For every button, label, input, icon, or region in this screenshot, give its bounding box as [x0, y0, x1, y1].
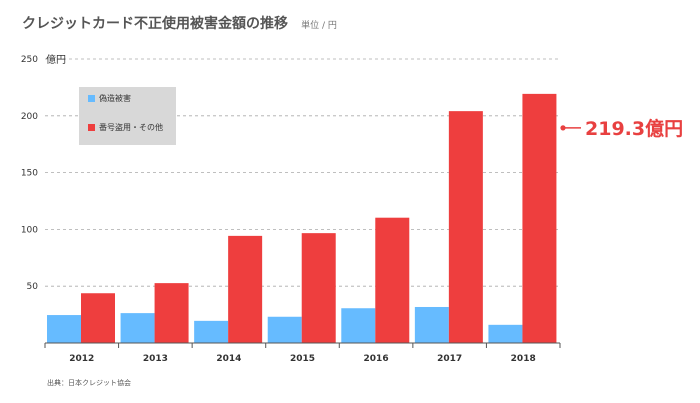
bar-forgery-2018 — [488, 324, 523, 343]
legend-label: 番号盗用・その他 — [99, 122, 163, 132]
bar-number-theft-2013 — [154, 283, 189, 343]
legend-swatch — [88, 124, 95, 131]
callout-dot — [560, 125, 566, 131]
bar-number-theft-2017 — [448, 111, 483, 344]
x-tick-label: 2017 — [437, 354, 462, 364]
chart-header: クレジットカード不正使用被害金額の推移 単位 / 円 — [22, 13, 337, 33]
chart-title: クレジットカード不正使用被害金額の推移 — [22, 16, 288, 32]
bar-forgery-2014 — [194, 320, 229, 343]
y-tick-label: 200 — [21, 112, 38, 122]
bar-forgery-2017 — [414, 306, 449, 343]
x-tick-label: 2014 — [216, 354, 241, 364]
bars — [47, 93, 557, 344]
x-tick-label: 2016 — [364, 354, 389, 364]
legend-box — [79, 87, 176, 145]
bar-forgery-2015 — [267, 316, 302, 343]
x-tick-label: 2012 — [69, 354, 94, 364]
bar-number-theft-2016 — [375, 217, 410, 343]
bar-forgery-2016 — [341, 308, 376, 343]
y-tick-label: 100 — [21, 225, 38, 235]
y-tick-label: 250 — [21, 55, 38, 65]
bar-forgery-2013 — [120, 313, 155, 343]
bar-number-theft-2012 — [81, 293, 115, 343]
callout-label: 219.3億円 — [585, 117, 683, 140]
bar-forgery-2012 — [47, 315, 81, 343]
x-tick-label: 2013 — [143, 354, 168, 364]
legend-label: 偽造被害 — [99, 93, 131, 103]
bar-number-theft-2018 — [522, 93, 557, 343]
bar-number-theft-2014 — [228, 235, 263, 343]
y-axis-label: 億円 — [46, 53, 66, 66]
callout: 219.3億円 — [560, 117, 683, 140]
bar-number-theft-2015 — [301, 233, 336, 343]
source-note: 出典：日本クレジット協会 — [47, 379, 131, 387]
y-tick-label: 50 — [27, 282, 39, 292]
legend-swatch — [88, 95, 95, 102]
x-tick-label: 2018 — [511, 354, 536, 364]
y-tick-label: 150 — [21, 169, 38, 179]
y-axis-ticks: 50 100 150 200 250 — [21, 55, 38, 292]
unit-label: 単位 / 円 — [301, 21, 337, 31]
x-axis-ticks: 2012 2013 2014 2015 2016 2017 2018 — [44, 343, 561, 364]
x-tick-label: 2015 — [290, 354, 315, 364]
